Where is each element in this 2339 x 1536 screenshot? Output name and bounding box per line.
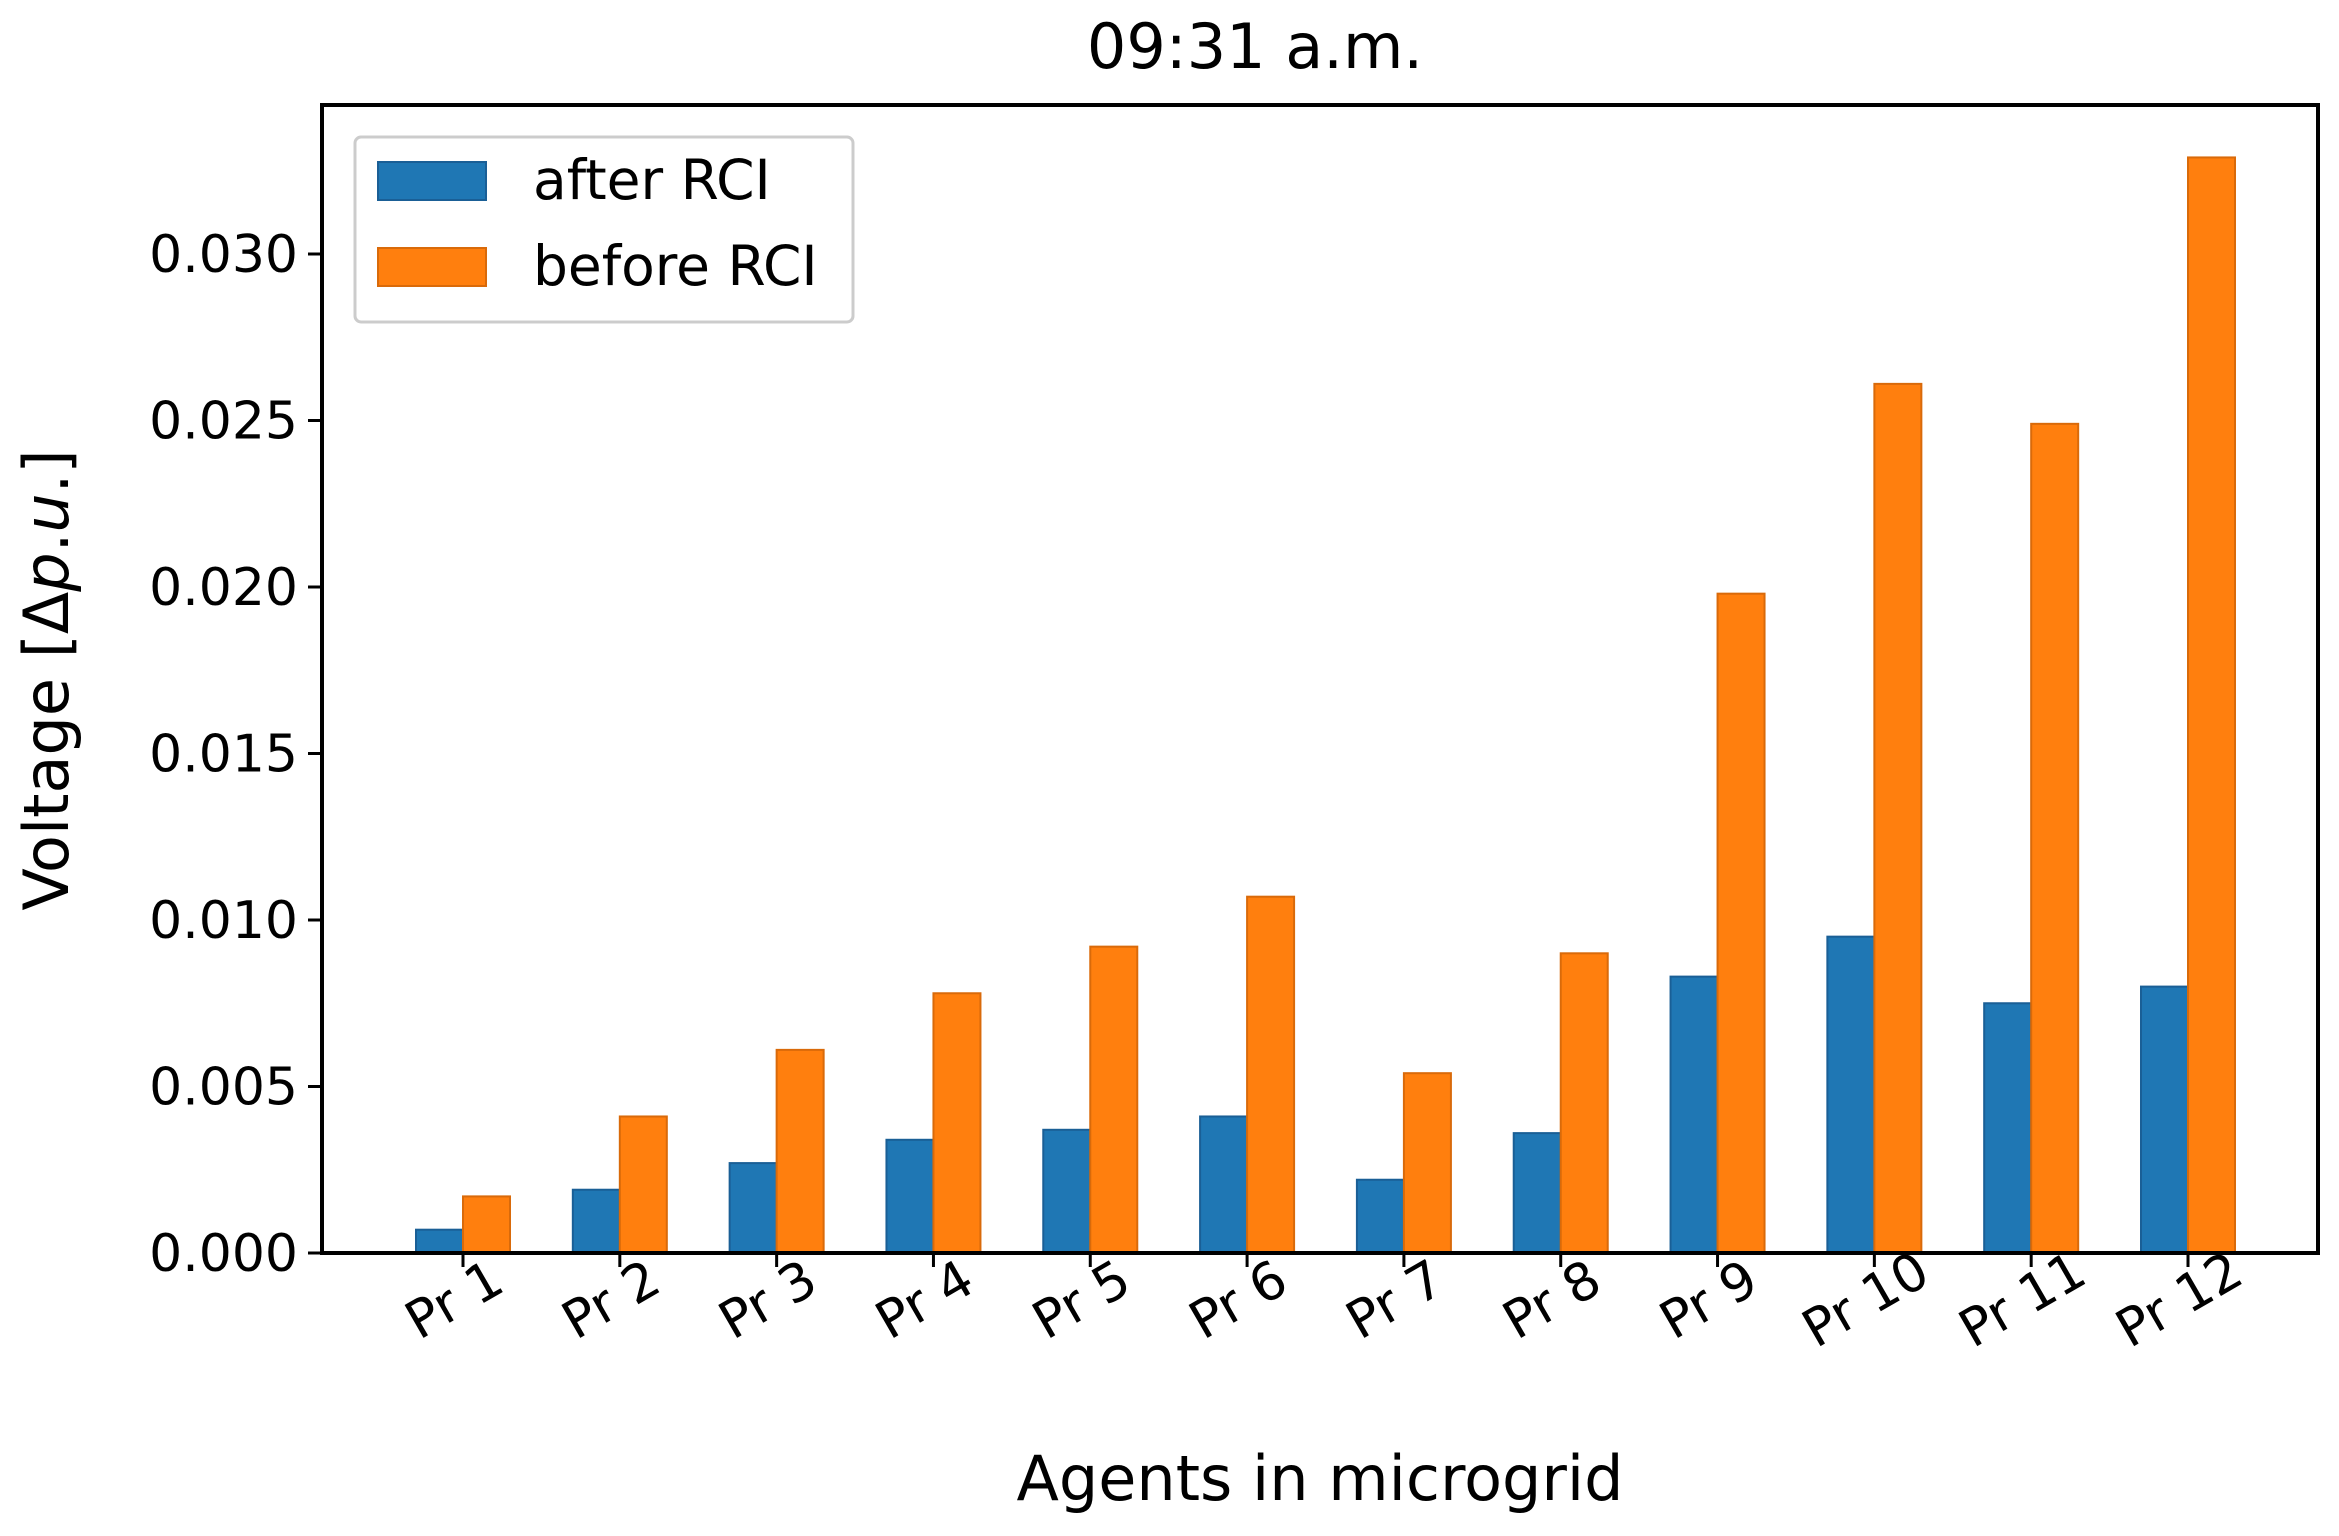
bar-after-rci	[1669, 975, 1719, 1254]
bar-after-rci	[1042, 1128, 1092, 1255]
x-tick-label: Pr 3	[709, 1249, 827, 1352]
legend-label-before-rci: before RCI	[533, 234, 818, 298]
x-axis-label: Agents in microgrid	[1017, 1442, 1624, 1515]
x-tick-label: Pr 11	[1949, 1241, 2096, 1360]
y-tick-label: 0.025	[149, 392, 298, 452]
bar-before-rci	[2187, 156, 2236, 1254]
x-tick-label: Pr 8	[1493, 1249, 1611, 1352]
legend-label-after-rci: after RCI	[533, 148, 771, 212]
x-tick-label: Pr 9	[1650, 1249, 1768, 1352]
x-tick-label: Pr 1	[396, 1249, 514, 1352]
y-axis-label-p: p	[10, 552, 83, 592]
bar-before-rci	[618, 1115, 668, 1254]
y-tick-label: 0.030	[149, 225, 298, 285]
y-axis-label-prefix: Voltage [Δ	[10, 592, 83, 911]
bar-before-rci	[1246, 895, 1296, 1254]
bar-after-rci	[1826, 935, 1876, 1255]
x-tick-label: Pr 6	[1180, 1249, 1298, 1352]
bar-before-rci	[1559, 952, 1609, 1254]
legend: after RCI before RCI	[353, 135, 855, 324]
y-tick-label: 0.000	[149, 1224, 298, 1284]
bar-after-rci	[571, 1188, 621, 1254]
y-tick-label: 0.005	[149, 1058, 298, 1118]
y-tick-label: 0.015	[149, 725, 298, 785]
bar-before-rci	[462, 1195, 511, 1255]
legend-swatch-after-rci	[377, 161, 487, 201]
bar-after-rci	[885, 1138, 935, 1255]
x-tick-label: Pr 2	[552, 1249, 670, 1352]
bar-before-rci	[1089, 945, 1139, 1254]
bar-after-rci	[1199, 1115, 1249, 1254]
bar-after-rci	[1512, 1132, 1562, 1254]
bar-before-rci	[775, 1048, 825, 1254]
bar-after-rci	[2140, 985, 2189, 1254]
y-axis-label: Voltage [Δp.u.]	[10, 449, 83, 910]
y-axis-label-suffix: .]	[10, 449, 83, 493]
bars	[415, 156, 2236, 1255]
x-tick-label: Pr 7	[1336, 1249, 1454, 1352]
bar-after-rci	[1983, 1002, 2033, 1254]
y-axis-ticks: 0.000 0.005 0.010 0.015 0.020 0.025 0.030	[149, 225, 322, 1284]
y-tick-label: 0.020	[149, 558, 298, 618]
bar-after-rci	[728, 1162, 778, 1254]
y-tick-label: 0.010	[149, 891, 298, 951]
y-axis-label-u: u	[10, 493, 83, 532]
bar-after-rci	[415, 1228, 464, 1254]
chart-title: 09:31 a.m.	[1087, 10, 1423, 83]
bar-after-rci	[1355, 1178, 1405, 1254]
x-axis-ticks: Pr 1 Pr 2 Pr 3 Pr 4 Pr 5 Pr 6 Pr 7 Pr 8 Pr 9 Pr 1…	[396, 1241, 2253, 1360]
x-tick-label: Pr 10	[1793, 1241, 1940, 1360]
x-tick-label: Pr 5	[1023, 1249, 1141, 1352]
legend-swatch-before-rci	[377, 247, 487, 287]
y-axis-label-dot1: .	[10, 533, 83, 553]
bar-before-rci	[932, 992, 982, 1254]
bar-before-rci	[1402, 1072, 1452, 1255]
bar-before-rci	[1716, 592, 1766, 1254]
bar-before-rci	[2030, 422, 2080, 1254]
x-tick-label: Pr 4	[866, 1249, 984, 1352]
bar-before-rci	[1873, 382, 1923, 1254]
x-tick-label: Pr 12	[2106, 1241, 2253, 1360]
plot-frame	[320, 103, 2320, 1255]
